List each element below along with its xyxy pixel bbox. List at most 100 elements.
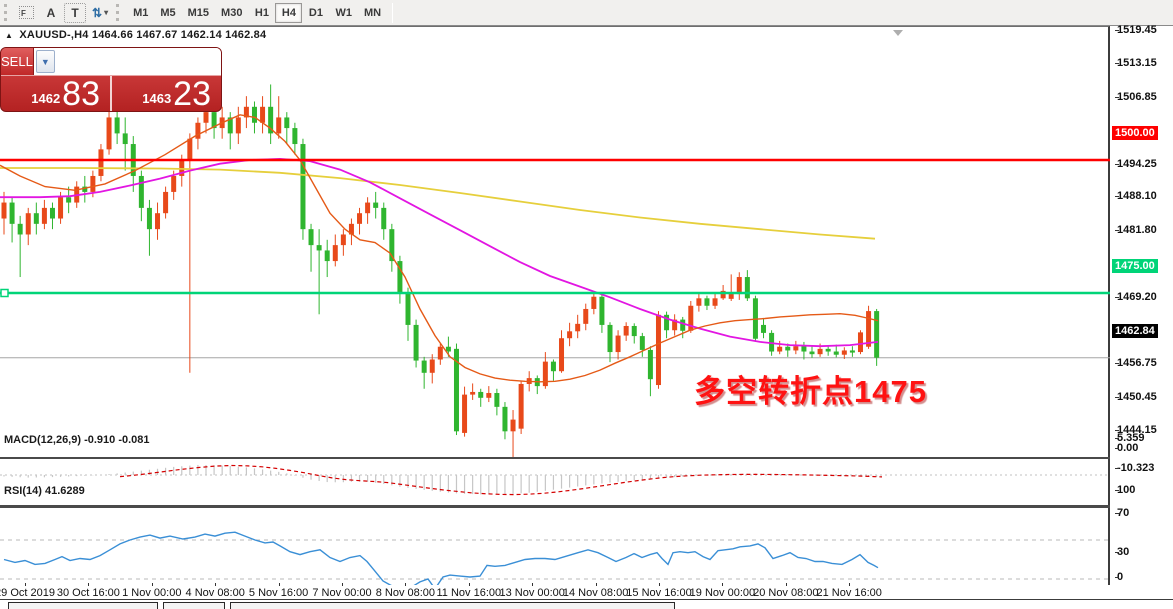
time-tickmark (405, 583, 407, 586)
arrows-icon: ⇅ (92, 5, 103, 20)
pane-separator[interactable] (0, 505, 1110, 508)
rsi-tick: 0 (1115, 571, 1124, 583)
toolbar: F A T ⇅ ▾ M1 M5 M15 M30 H1 H4 D1 W1 MN (0, 0, 1173, 26)
price-tick: 1469.20 (1115, 290, 1157, 303)
time-label: 19 Nov 00:00 (689, 587, 756, 599)
price-tick: 1506.85 (1115, 90, 1157, 103)
tick-up-icon: ▲ (5, 31, 14, 40)
time-label: 13 Nov 00:00 (499, 587, 565, 599)
time-label: 8 Nov 08:00 (375, 587, 436, 599)
chart-area[interactable] (0, 26, 1110, 598)
axis-tickmark (1115, 363, 1119, 365)
time-tickmark (468, 583, 470, 586)
timeframe-button-h1[interactable]: H1 (254, 6, 269, 19)
sell-button[interactable]: SELL (1, 48, 33, 75)
time-tickmark (278, 583, 280, 586)
time-tickmark (532, 583, 534, 586)
macd-label: MACD(12,26,9) -0.910 -0.081 (4, 434, 150, 446)
bottom-stub (8, 602, 158, 609)
time-tickmark (785, 583, 787, 586)
axis-tickmark (1115, 448, 1119, 449)
axis-tickmark (1115, 229, 1119, 231)
ohlc-values: 1464.66 1467.67 1462.14 1462.84 (91, 29, 267, 41)
time-tickmark (151, 583, 153, 586)
timeframe-button-mn[interactable]: MN (363, 6, 382, 19)
rsi-chart-canvas[interactable] (0, 508, 1110, 609)
axis-tickmark (1115, 437, 1119, 439)
selection-tool-button[interactable]: F (15, 3, 38, 23)
time-label: 29 Oct 2019 (0, 587, 55, 599)
macd-chart-canvas[interactable] (0, 459, 1110, 505)
rsi-tick: 30 (1115, 546, 1130, 558)
price-axis[interactable]: 1519.45 1513.15 1506.85 1494.25 1488.10 1481.… (1112, 23, 1173, 598)
axis-tickmark (1115, 396, 1119, 398)
volume-decrease-button[interactable]: ▼ (35, 50, 55, 73)
text-label-tool-button[interactable]: T (64, 2, 86, 23)
chart-shift-marker-icon[interactable] (893, 30, 903, 36)
rsi-label: RSI(14) 41.6289 (4, 485, 85, 497)
time-axis[interactable]: 29 Oct 2019 30 Oct 16:00 1 Nov 00:00 4 Nov … (0, 583, 1110, 599)
timeframe-button-m15[interactable]: M15 (187, 6, 210, 19)
buy-price-display[interactable]: 1463 23 (112, 75, 221, 112)
axis-tickmark (1115, 513, 1119, 514)
time-label: 7 Nov 00:00 (312, 587, 372, 599)
bottom-stub (163, 602, 225, 609)
time-tickmark (595, 583, 597, 586)
bottom-strip (0, 599, 1173, 609)
time-tickmark (659, 583, 660, 586)
sell-price-display[interactable]: 1462 83 (1, 76, 112, 111)
selection-tool-icon: F (19, 6, 34, 19)
time-tickmark (722, 583, 724, 586)
timeframe-bar: M1 M5 M15 M30 H1 H4 D1 W1 MN (127, 2, 387, 23)
price-tick: 1494.25 (1115, 157, 1157, 170)
rsi-tick: 70 (1115, 507, 1130, 519)
time-label: 4 Nov 08:00 (185, 587, 245, 599)
axis-tickmark (1115, 430, 1119, 432)
price-tick: 1519.45 (1115, 23, 1157, 36)
symbol-timeframe-label: XAUUSD-,H4 (19, 29, 89, 41)
macd-tick: 0.00 (1115, 442, 1139, 454)
buy-price-pips: 23 (173, 75, 211, 112)
time-tickmark (215, 583, 217, 586)
timeframe-button-d1[interactable]: D1 (308, 6, 323, 19)
price-tick: 1481.80 (1115, 223, 1157, 236)
axis-tickmark (1115, 296, 1119, 298)
quote-header: ▲ XAUUSD-,H4 1464.66 1467.67 1462.14 146… (5, 29, 266, 41)
time-tickmark (342, 583, 343, 586)
time-label: 11 Nov 16:00 (436, 587, 502, 599)
axis-tickmark (1115, 577, 1119, 578)
volume-stepper: ▼ ▲ (32, 48, 221, 75)
buy-price-main: 1463 (142, 91, 172, 106)
axis-tickmark (1115, 467, 1119, 469)
axis-tickmark (1115, 63, 1119, 65)
price-tag-1462.84: 1462.84 (1112, 323, 1158, 338)
chart-annotation-text[interactable]: 多空转折点1475 (694, 374, 927, 409)
timeframe-button-m30[interactable]: M30 (221, 6, 243, 19)
volume-input[interactable] (56, 48, 221, 75)
timeframe-button-h4[interactable]: H4 (275, 2, 303, 23)
price-tick: 1488.10 (1115, 190, 1157, 203)
timeframe-button-w1[interactable]: W1 (335, 6, 352, 19)
time-tickmark (849, 583, 851, 586)
pane-separator[interactable] (0, 457, 1110, 459)
time-tickmark (25, 583, 26, 586)
timeframe-button-m1[interactable]: M1 (133, 6, 149, 19)
rsi-tick: 100 (1115, 484, 1136, 496)
toolbar-grip[interactable] (4, 4, 9, 21)
text-tool-button[interactable]: A (46, 5, 56, 20)
indicators-dropdown-button[interactable]: ⇅ ▾ (88, 3, 112, 23)
toolbar-grip[interactable] (116, 4, 121, 21)
timeframe-button-m5[interactable]: M5 (160, 6, 176, 19)
axis-tickmark (1115, 196, 1119, 198)
time-label: 1 Nov 00:00 (122, 587, 182, 599)
price-chart-canvas[interactable] (0, 53, 1110, 457)
price-tick: 1444.15 (1115, 424, 1157, 437)
axis-tickmark (1115, 29, 1119, 31)
time-label: 30 Oct 16:00 (56, 587, 120, 599)
chevron-down-icon: ▾ (104, 8, 109, 17)
time-tickmark (88, 583, 90, 586)
bottom-stub (230, 602, 675, 609)
axis-tickmark (1115, 490, 1119, 491)
time-label: 21 Nov 16:00 (816, 587, 882, 599)
